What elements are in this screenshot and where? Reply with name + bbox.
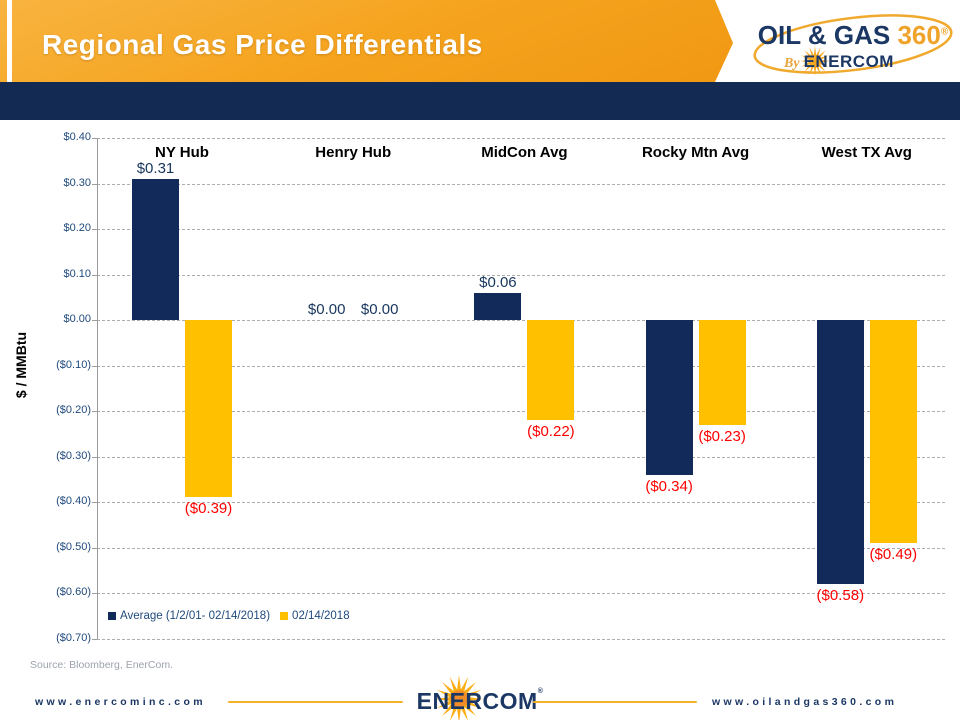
logo-by-text: By	[784, 56, 800, 71]
category-label: Henry Hub	[315, 144, 392, 161]
legend-swatch-icon	[108, 612, 116, 620]
gridline	[97, 320, 945, 321]
y-tick-label: $0.20	[63, 222, 91, 234]
bar-current-0	[185, 320, 232, 498]
gridline	[97, 638, 945, 640]
header-accent-stripe	[7, 0, 12, 82]
value-label: ($0.22)	[527, 423, 575, 441]
axis-tick	[92, 274, 97, 276]
y-axis-line	[97, 138, 98, 639]
oil-and-gas-360-logo: OIL & GAS 360® By ENERCOM	[748, 8, 958, 80]
header: Regional Gas Price Differentials OIL & G…	[0, 0, 960, 82]
oilandgas360-url-link[interactable]: www.oilandgas360.com	[712, 696, 898, 708]
gridline	[97, 183, 945, 185]
gridline	[97, 274, 945, 276]
y-tick-label: $0.30	[63, 176, 91, 189]
sunburst-icon	[800, 46, 830, 76]
axis-tick	[92, 365, 97, 367]
legend: Average (1/2/01- 02/14/2018) 02/14/2018	[108, 610, 360, 622]
value-label: $0.00	[360, 301, 399, 318]
axis-tick	[92, 229, 97, 230]
bar-average-0	[132, 178, 179, 320]
gridline	[97, 456, 945, 458]
value-label: $0.00	[307, 301, 346, 318]
bar-average-4	[816, 320, 864, 584]
source-note: Source: Bloomberg, EnerCom.	[30, 659, 173, 671]
bar-current-4	[869, 320, 917, 543]
bar-average-3	[645, 320, 693, 475]
axis-tick	[92, 547, 97, 549]
axis-tick	[92, 320, 97, 321]
logo-wordmark: OIL & GAS 360®	[748, 20, 958, 51]
bar-chart: $ / MMBtu $0.40 $0.30 $0.20 $0.10 $0.00 ($0.1…	[0, 120, 960, 665]
y-tick-label: ($0.50)	[56, 540, 91, 553]
sunburst-icon	[435, 675, 483, 720]
y-tick-label: ($0.40)	[56, 495, 91, 507]
category-label: MidCon Avg	[481, 144, 568, 161]
axis-tick	[92, 593, 97, 594]
axis-tick	[92, 411, 97, 412]
legend-swatch-icon	[280, 612, 289, 620]
gridline	[97, 502, 945, 503]
bar-average-2	[474, 292, 522, 320]
axis-tick	[92, 456, 97, 458]
value-label: ($0.23)	[698, 427, 746, 445]
bar-current-3	[698, 320, 746, 425]
value-label: $0.06	[479, 273, 517, 291]
logo-360-text: 360	[897, 20, 941, 50]
value-label: ($0.49)	[869, 545, 918, 563]
y-tick-label: $0.10	[63, 267, 91, 280]
legend-item: 02/14/2018	[280, 610, 350, 622]
category-label: NY Hub	[155, 144, 209, 161]
registered-mark: ®	[940, 26, 949, 38]
swoosh-ellipse-icon	[753, 14, 953, 74]
enercom-url-link[interactable]: www.enercominc.com	[35, 696, 206, 708]
y-tick-label: ($0.20)	[56, 404, 91, 416]
enercom-wordmark: ENERCOM®	[416, 688, 544, 714]
legend-label: 02/14/2018	[292, 610, 350, 622]
legend-label: Average (1/2/01- 02/14/2018)	[120, 610, 271, 622]
legend-item: Average (1/2/01- 02/14/2018)	[108, 610, 270, 622]
y-tick-label: ($0.70)	[56, 631, 91, 644]
value-label: ($0.58)	[816, 586, 865, 604]
footer-divider-left	[228, 701, 403, 703]
bar-current-2	[527, 320, 575, 421]
logo-oil-gas-text: OIL & GAS	[757, 20, 891, 50]
y-tick-label: $0.40	[63, 131, 91, 143]
footer-divider-right	[533, 701, 697, 703]
gridline	[97, 138, 945, 139]
logo-byline: By ENERCOM	[784, 52, 894, 72]
value-label: $0.31	[136, 159, 175, 177]
value-label: ($0.39)	[184, 500, 233, 518]
y-tick-label: ($0.10)	[56, 358, 91, 371]
page-title: Regional Gas Price Differentials	[42, 29, 483, 60]
value-label: ($0.34)	[645, 477, 693, 495]
logo-enercom-text: ENERCOM	[803, 52, 894, 71]
y-tick-label: ($0.60)	[56, 586, 91, 598]
navy-divider-band	[0, 82, 960, 120]
axis-tick	[92, 502, 97, 503]
axis-tick	[92, 138, 97, 139]
registered-mark: ®	[537, 688, 544, 695]
footer: www.enercominc.com ENERCOM® www.oilandga…	[0, 675, 960, 720]
category-label: Rocky Mtn Avg	[641, 144, 750, 161]
y-tick-label: $0.00	[63, 313, 91, 325]
category-label: West TX Avg	[821, 144, 912, 161]
header-orange-banner	[0, 0, 733, 82]
axis-tick	[92, 638, 97, 640]
enercom-logo: ENERCOM®	[413, 675, 547, 720]
gridline	[97, 411, 945, 412]
gridline	[97, 547, 945, 549]
gridline	[97, 593, 945, 594]
gridline	[97, 229, 945, 230]
axis-tick	[92, 183, 97, 185]
y-tick-label: ($0.30)	[56, 449, 91, 462]
gridline	[97, 365, 945, 367]
